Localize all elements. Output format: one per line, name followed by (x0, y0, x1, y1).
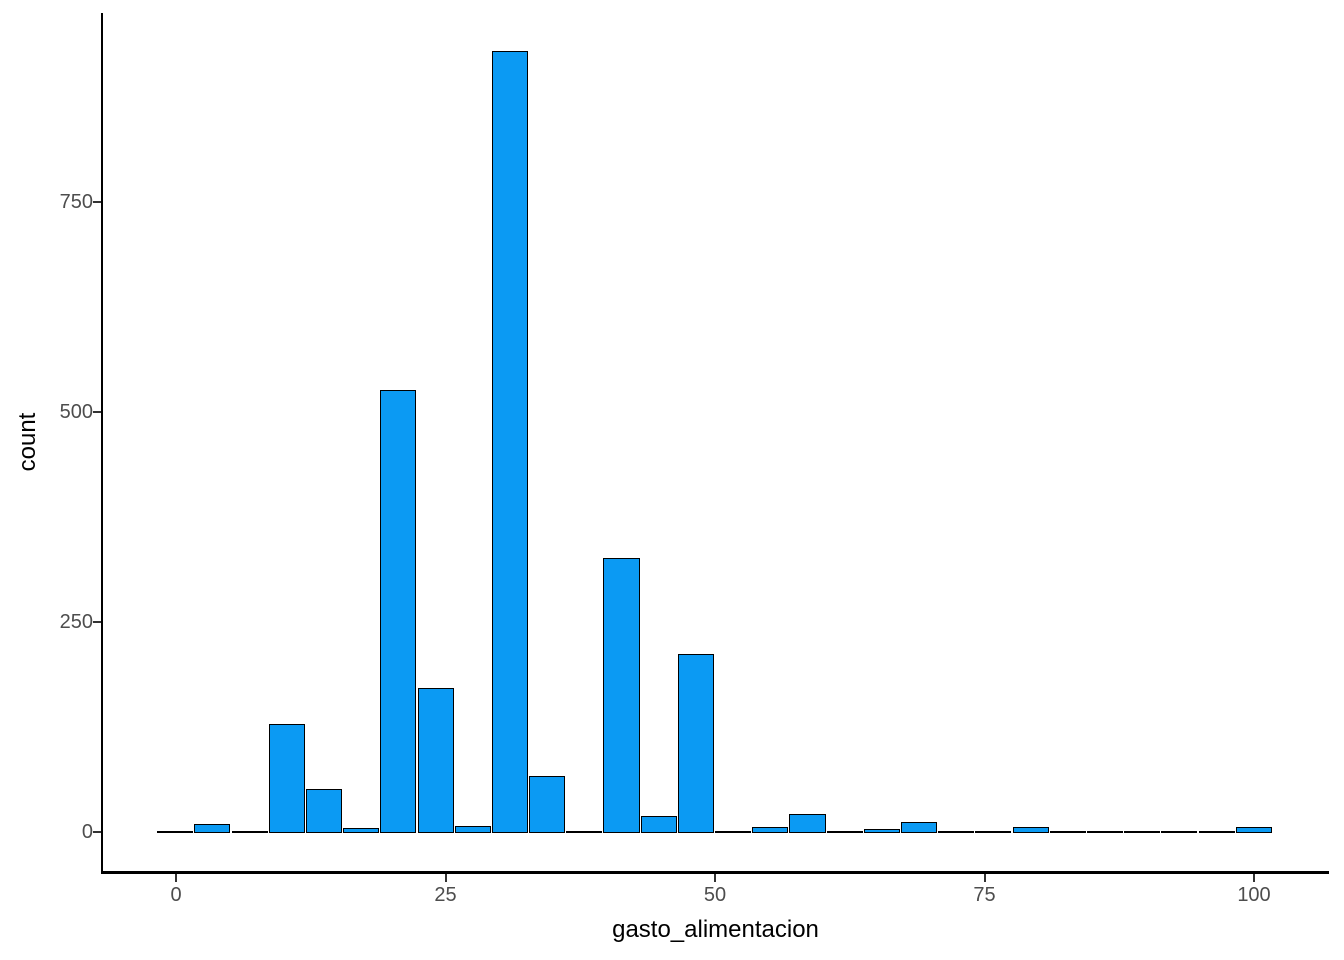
histogram-bar (901, 822, 938, 833)
y-axis-title-text: count (14, 412, 41, 472)
histogram-bar (677, 654, 714, 833)
histogram-bar (417, 687, 454, 833)
y-tick-label: 750 (59, 191, 93, 213)
x-tick-label: 100 (1237, 884, 1271, 906)
x-tick-label: 50 (703, 884, 727, 906)
histogram-bar (380, 389, 417, 833)
histogram-bar (1124, 830, 1161, 833)
histogram-bar (752, 827, 789, 833)
histogram-bar (566, 830, 603, 833)
y-tick-mark (93, 201, 101, 203)
x-axis-line (101, 871, 1329, 874)
y-tick-mark (93, 831, 101, 834)
histogram-bar (863, 829, 900, 833)
histogram-bar (1086, 830, 1124, 833)
y-tick-mark (93, 411, 101, 414)
y-tick-label: 500 (59, 401, 93, 424)
x-tick-mark (983, 874, 986, 882)
x-tick-mark (175, 874, 177, 882)
histogram-bar (491, 50, 529, 833)
y-axis-line (101, 13, 103, 873)
histogram-bar (1198, 830, 1235, 833)
x-tick-label: 0 (170, 884, 182, 906)
histogram-bar (529, 776, 566, 833)
y-tick-mark (93, 621, 101, 624)
x-tick-label: 75 (973, 884, 996, 906)
x-tick-mark (444, 874, 447, 882)
histogram-bar (938, 830, 975, 833)
histogram-bar (305, 788, 343, 833)
histogram-bar (640, 815, 677, 833)
x-tick-mark (714, 874, 716, 882)
histogram-bar (975, 830, 1012, 833)
histogram-bar (157, 830, 194, 833)
y-tick-label: 250 (59, 611, 93, 634)
histogram-bar (268, 724, 305, 833)
y-tick-label: 0 (81, 821, 93, 844)
histogram-bar (826, 830, 863, 833)
histogram-bar (231, 830, 268, 833)
x-tick-label: 25 (434, 884, 457, 906)
x-axis-title: gasto_alimentacion (612, 916, 819, 943)
x-tick-mark (1253, 874, 1255, 882)
plot-panel (102, 13, 1329, 872)
histogram-bar (194, 824, 231, 833)
histogram-bar (1049, 830, 1086, 833)
histogram-bar (1235, 826, 1272, 833)
histogram-bar (343, 828, 380, 833)
histogram-bar (454, 825, 491, 833)
histogram-bar (789, 814, 826, 833)
histogram-bar (1012, 827, 1049, 833)
histogram-bar (1161, 830, 1198, 833)
histogram-bar (715, 830, 752, 833)
histogram-bar (603, 557, 640, 833)
